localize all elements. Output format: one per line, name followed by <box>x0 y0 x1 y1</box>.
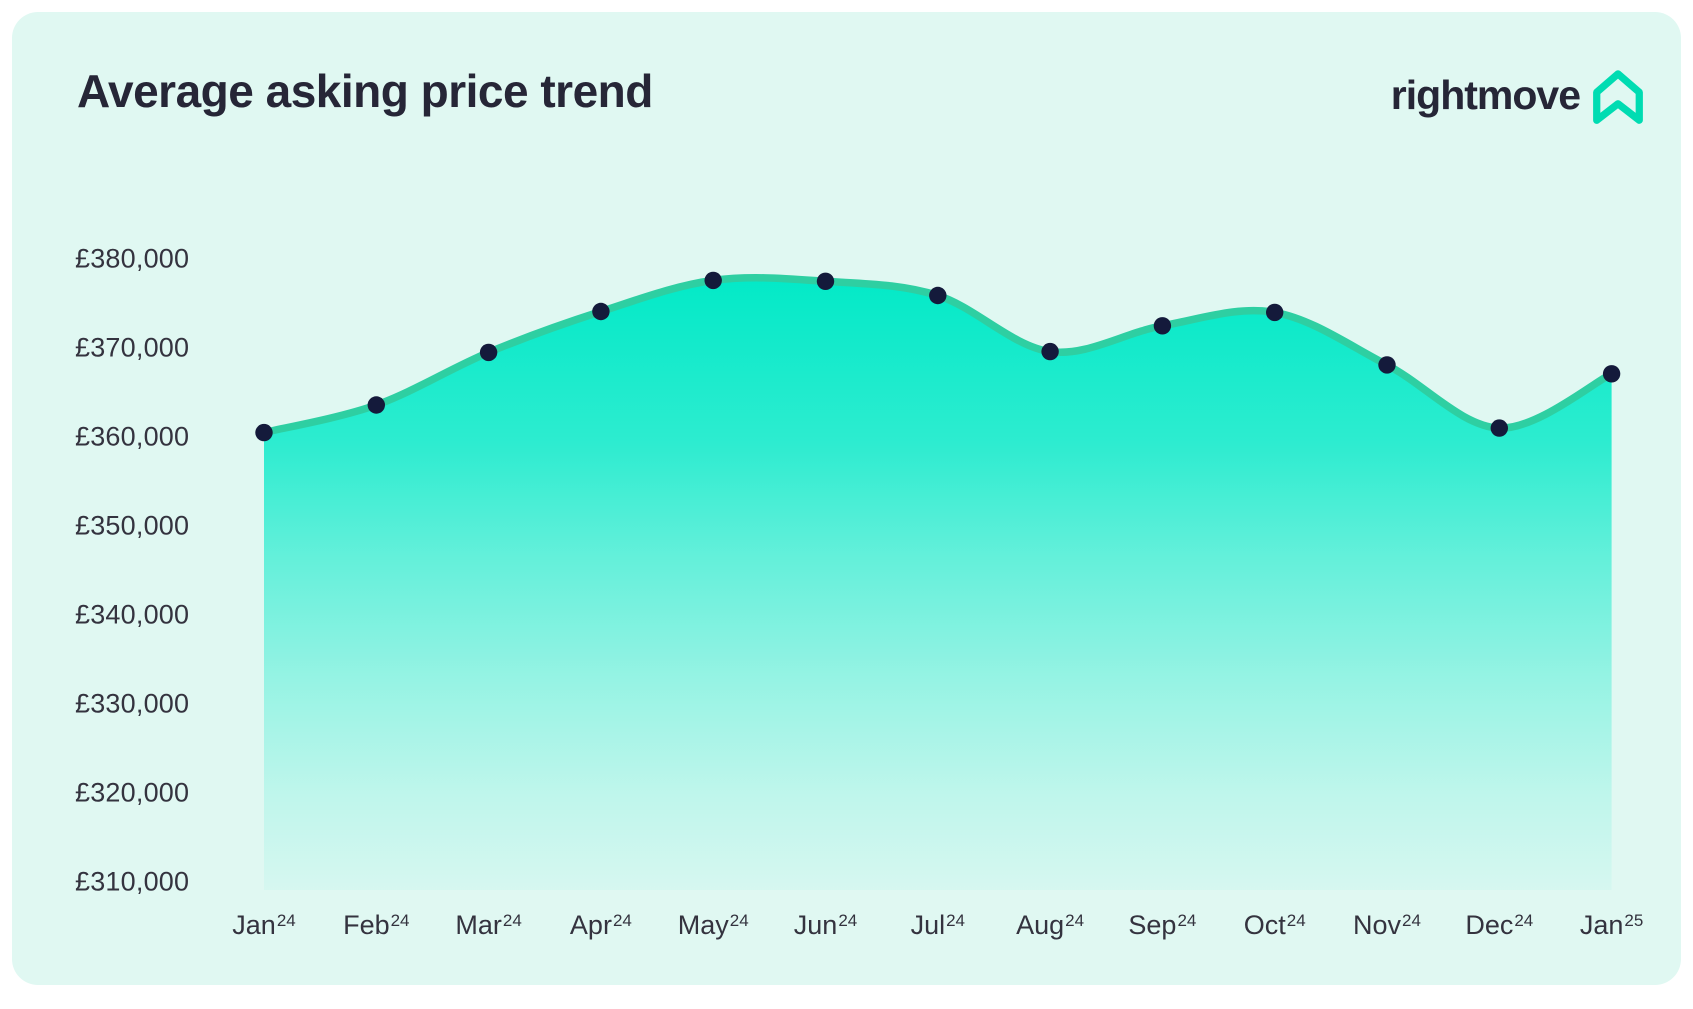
x-axis-label: Dec24 <box>1465 910 1534 940</box>
rightmove-logo-text: rightmove <box>1390 71 1581 118</box>
x-axis-label: Sep24 <box>1128 910 1197 940</box>
x-axis-label: Jun24 <box>793 910 858 940</box>
y-axis-label: £340,000 <box>75 599 190 630</box>
x-axis-label: Mar24 <box>455 910 522 940</box>
data-point-jan-25 <box>1602 365 1621 383</box>
data-point-dec-24 <box>1490 419 1509 437</box>
data-point-jun-24 <box>816 272 835 290</box>
page-title: Average asking price trend <box>77 65 653 117</box>
y-axis-label: £330,000 <box>75 688 190 719</box>
data-point-aug-24 <box>1041 342 1059 361</box>
x-axis-label: Apr24 <box>569 910 632 940</box>
x-axis-label: Jul24 <box>910 910 966 940</box>
data-points <box>255 271 1621 442</box>
price-area-fill <box>264 277 1612 891</box>
y-axis-label: £370,000 <box>75 332 190 363</box>
data-point-jul-24 <box>929 286 947 305</box>
x-axis-label: Nov24 <box>1353 910 1421 940</box>
y-axis-label: £320,000 <box>75 777 190 808</box>
x-axis-label: Oct24 <box>1243 910 1306 940</box>
x-axis-label: Jan25 <box>1579 910 1644 940</box>
x-axis-label: May24 <box>677 910 749 940</box>
y-axis-label: £380,000 <box>75 243 190 274</box>
data-point-nov-24 <box>1378 356 1396 374</box>
data-point-oct-24 <box>1266 303 1284 322</box>
rightmove-logo: rightmove <box>1391 68 1647 128</box>
data-point-sep-24 <box>1153 317 1172 335</box>
data-point-apr-24 <box>592 302 610 321</box>
data-point-jan-24 <box>255 423 273 442</box>
rightmove-house-icon <box>1593 70 1643 124</box>
y-axis-label: £360,000 <box>75 421 190 452</box>
data-point-may-24 <box>704 271 722 290</box>
y-axis-label: £310,000 <box>75 866 190 897</box>
x-axis-label: Feb24 <box>343 910 410 940</box>
x-axis-label: Aug24 <box>1016 910 1085 940</box>
y-axis-label: £350,000 <box>75 510 190 541</box>
chart-card: Average asking price trend rightmove £38… <box>12 12 1681 985</box>
data-point-feb-24 <box>367 396 385 414</box>
price-trend-chart <box>255 271 1621 891</box>
data-point-mar-24 <box>479 343 498 362</box>
x-axis-label: Jan24 <box>232 910 296 940</box>
